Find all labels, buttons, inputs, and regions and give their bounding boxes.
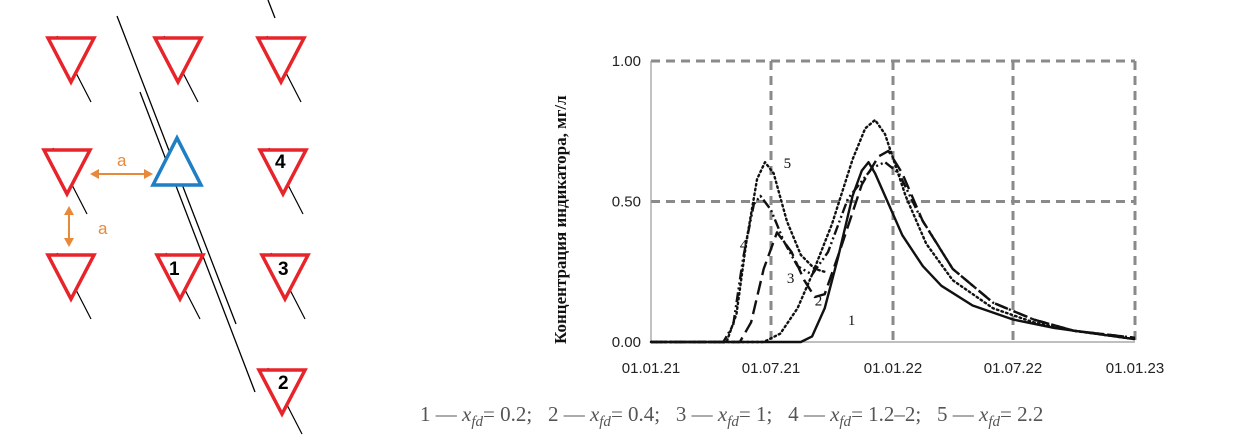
curve-label-2: 2 [815, 293, 823, 309]
production-well-icon [152, 36, 204, 86]
production-well-icon [259, 253, 311, 303]
series-line-1 [651, 161, 1136, 344]
legend-entry-4: 4 — xfd= 1.2–2; [788, 402, 922, 431]
x-tick-labels: 01.01.21 01.07.21 01.01.22 01.07.22 01.01.23 [622, 360, 1164, 377]
well-pattern-scheme: a a 1 2 3 4 [41, 0, 311, 435]
series-line-4 [651, 161, 1136, 344]
spacing-arrow [90, 169, 153, 179]
fracture-line [42, 93, 132, 330]
y-tick-label: 1.00 [612, 53, 641, 70]
production-well-icon [45, 36, 97, 86]
x-tick-label: 01.01.21 [622, 360, 680, 377]
x-tick-label: 01.01.23 [1106, 360, 1164, 377]
series-lines [649, 118, 1137, 344]
spacing-label-horizontal: a [117, 151, 127, 170]
production-well-icon [255, 36, 307, 86]
production-well-icon [257, 148, 309, 198]
x-tick-label: 01.01.22 [864, 360, 922, 377]
spacing-label-vertical: a [98, 219, 108, 238]
legend-entry-1: 1 — xfd= 0.2; [420, 402, 533, 431]
spacing-arrow [64, 206, 74, 247]
production-well-icon [41, 148, 93, 198]
curve-label-4: 4 [740, 237, 748, 253]
production-wells [41, 36, 311, 418]
curve-label-3: 3 [787, 271, 795, 287]
production-well-icon [45, 253, 97, 303]
curve-labels: 1 2 3 4 5 [740, 156, 856, 329]
y-tick-labels: 0.00 0.50 1.00 [612, 53, 641, 351]
tracer-concentration-chart: 0.000.501.00 01.01.21 01.07.21 01.01.22 01.… [551, 53, 1164, 377]
legend-caption: 1 — xfd= 0.2; 2 — xfd= 0.4; 3 — xfd= 1; … [420, 402, 1235, 431]
legend-entry-5: 5 — xfd= 2.2 [937, 402, 1044, 431]
fracture-line [139, 91, 256, 393]
series-line-2 [649, 118, 1137, 344]
y-tick-label: 0.00 [612, 334, 641, 351]
production-well-icon [256, 368, 308, 418]
x-tick-label: 01.07.21 [742, 360, 800, 377]
well-number-2: 2 [278, 373, 289, 394]
curve-label-5: 5 [784, 156, 792, 172]
production-well-icon [154, 253, 206, 303]
legend-entry-2: 2 — xfd= 0.4; [547, 402, 661, 431]
well-number-3: 3 [278, 259, 289, 280]
series-line-3 [651, 149, 1136, 344]
grid-lines [651, 59, 1137, 342]
curve-label-1: 1 [848, 313, 856, 329]
series-line-5 [649, 161, 826, 344]
y-axis-label: Концентрация индикатора, мг/л [551, 95, 570, 344]
y-tick-label: 0.50 [612, 194, 641, 211]
legend-entry-3: 3 — xfd= 1; [675, 402, 773, 431]
well-number-4: 4 [275, 152, 286, 173]
well-number-1: 1 [169, 259, 180, 280]
fracture-line [267, 0, 276, 19]
x-tick-label: 01.07.22 [984, 360, 1042, 377]
injection-well-icon [150, 134, 204, 187]
